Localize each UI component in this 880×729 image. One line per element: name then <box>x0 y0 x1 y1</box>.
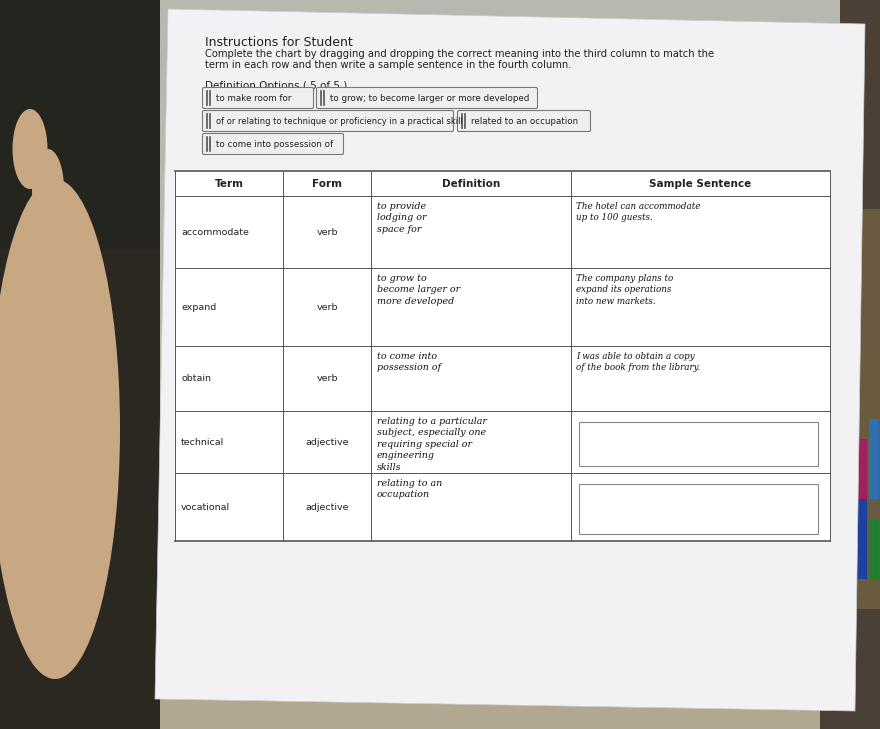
Bar <box>845 519 855 579</box>
Bar <box>160 0 840 579</box>
Bar <box>750 149 830 329</box>
Text: relating to an
occupation: relating to an occupation <box>377 479 443 499</box>
Text: Complete the chart by dragging and dropping the correct meaning into the third c: Complete the chart by dragging and dropp… <box>205 49 715 59</box>
Text: of or relating to technique or proficiency in a practical skill: of or relating to technique or proficien… <box>216 117 463 125</box>
Text: vocational: vocational <box>181 502 231 512</box>
Text: Definition Options ( 5 of 5 ): Definition Options ( 5 of 5 ) <box>205 81 348 91</box>
Text: adjective: adjective <box>305 502 348 512</box>
Bar <box>857 439 867 499</box>
Text: verb: verb <box>316 227 338 236</box>
Text: I was able to obtain a copy
of the book from the library.: I was able to obtain a copy of the book … <box>576 352 700 373</box>
FancyBboxPatch shape <box>579 422 818 466</box>
Bar <box>0 0 175 249</box>
Bar <box>869 419 879 499</box>
Ellipse shape <box>12 109 48 189</box>
Text: adjective: adjective <box>305 437 348 446</box>
Text: to provide
lodging or
space for: to provide lodging or space for <box>377 202 427 234</box>
Text: to come into
possession of: to come into possession of <box>377 352 441 373</box>
Ellipse shape <box>70 229 98 309</box>
Text: to come into possession of: to come into possession of <box>216 139 334 149</box>
Text: verb: verb <box>316 374 338 383</box>
Bar <box>845 419 855 499</box>
FancyBboxPatch shape <box>458 111 590 131</box>
Text: to make room for: to make room for <box>216 93 291 103</box>
Text: relating to a particular
subject, especially one
requiring special or
engineerin: relating to a particular subject, especi… <box>377 417 487 472</box>
Text: obtain: obtain <box>181 374 211 383</box>
Ellipse shape <box>0 179 120 679</box>
Polygon shape <box>155 9 865 711</box>
Bar <box>869 519 879 579</box>
Bar <box>820 0 880 729</box>
Bar <box>175 171 830 541</box>
Text: expand: expand <box>181 303 216 311</box>
Bar <box>840 209 880 609</box>
Text: Instructions for Student: Instructions for Student <box>205 36 353 49</box>
FancyBboxPatch shape <box>202 111 453 131</box>
Text: to grow to
become larger or
more developed: to grow to become larger or more develop… <box>377 274 460 306</box>
Ellipse shape <box>32 149 64 229</box>
Text: to grow; to become larger or more developed: to grow; to become larger or more develo… <box>330 93 530 103</box>
FancyBboxPatch shape <box>579 484 818 534</box>
Text: Term: Term <box>215 179 244 189</box>
FancyBboxPatch shape <box>202 87 313 109</box>
FancyBboxPatch shape <box>202 133 343 155</box>
Text: Sample Sentence: Sample Sentence <box>649 179 752 189</box>
Text: Definition: Definition <box>442 179 500 189</box>
Text: accommodate: accommodate <box>181 227 249 236</box>
Text: term in each row and then write a sample sentence in the fourth column.: term in each row and then write a sample… <box>205 60 571 70</box>
Text: The hotel can accommodate
up to 100 guests.: The hotel can accommodate up to 100 gues… <box>576 202 700 222</box>
Text: related to an occupation: related to an occupation <box>471 117 578 125</box>
Bar <box>0 0 160 729</box>
Bar <box>740 324 840 379</box>
Bar <box>160 579 820 729</box>
Text: verb: verb <box>316 303 338 311</box>
Ellipse shape <box>51 189 81 269</box>
Text: The company plans to
expand its operations
into new markets.: The company plans to expand its operatio… <box>576 274 673 306</box>
Text: Form: Form <box>312 179 342 189</box>
Bar <box>857 499 867 579</box>
FancyBboxPatch shape <box>317 87 538 109</box>
Text: technical: technical <box>181 437 224 446</box>
